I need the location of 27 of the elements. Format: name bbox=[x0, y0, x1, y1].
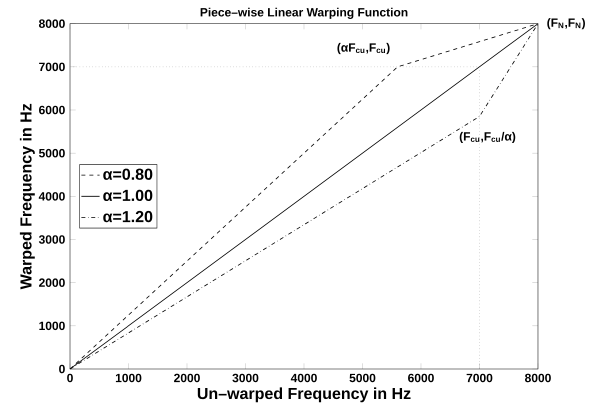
x-tick-label: 2000 bbox=[174, 374, 200, 382]
annotation: (F$_{cu}$,F$_{cu}$/α) bbox=[460, 132, 516, 144]
annotation: (F$_{N}$,F$_{N}$) bbox=[547, 18, 585, 30]
y-tick-label: 0 bbox=[59, 364, 65, 374]
legend-label: α=1.00 bbox=[103, 190, 152, 202]
y-tick-label: 2000 bbox=[39, 278, 65, 287]
x-tick-label: 4000 bbox=[290, 374, 317, 382]
y-axis-title: Warped Frequency in Hz bbox=[20, 104, 35, 290]
x-tick-label: 7000 bbox=[466, 374, 492, 382]
x-tick-label: 5000 bbox=[350, 374, 376, 382]
y-tick-label: 5000 bbox=[38, 148, 65, 158]
x-axis-title: Un–warped Frequency in Hz bbox=[198, 387, 411, 402]
x-tick-label: 8000 bbox=[525, 374, 551, 382]
y-tick-label: 6000 bbox=[39, 106, 65, 114]
annotation: (αF$_{cu}$,F$_{cu}$) bbox=[337, 42, 390, 54]
y-tick-label: 1000 bbox=[39, 322, 65, 330]
y-tick-label: 3000 bbox=[38, 235, 65, 244]
x-tick-label: 0 bbox=[67, 374, 73, 382]
legend-label: α=1.20 bbox=[103, 210, 152, 222]
legend-label: α=0.80 bbox=[103, 168, 152, 180]
y-tick-label: 7000 bbox=[39, 62, 65, 72]
x-tick-label: 1000 bbox=[116, 374, 142, 382]
y-tick-label: 4000 bbox=[38, 192, 65, 201]
y-tick-label: 8000 bbox=[38, 19, 65, 28]
x-tick-label: 6000 bbox=[408, 374, 434, 382]
chart-title: Piece–wise Linear Warping Function bbox=[200, 8, 408, 19]
x-tick-label: 3000 bbox=[232, 374, 258, 382]
